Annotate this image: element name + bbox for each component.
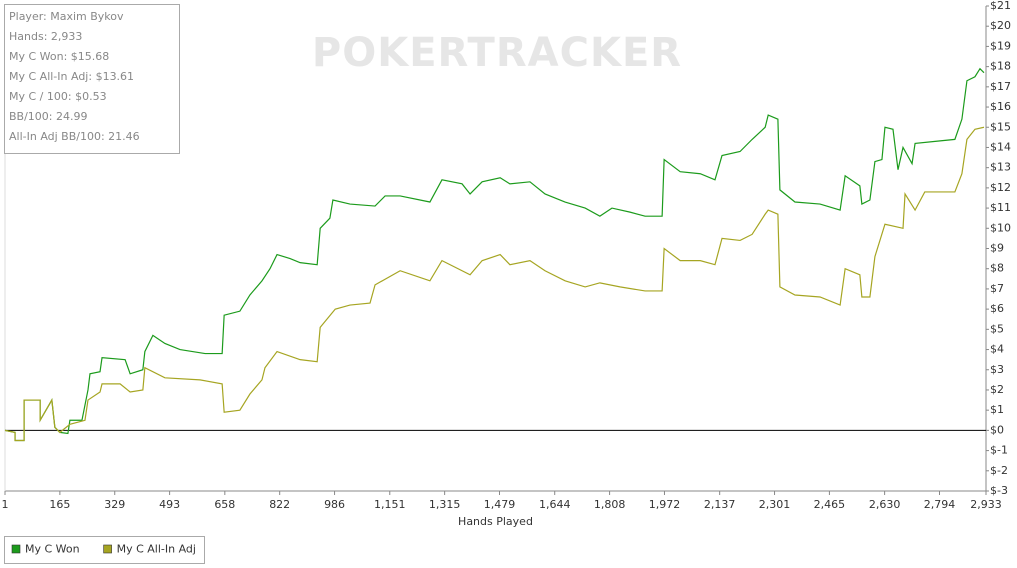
x-tick-label: 2,137 [704, 498, 736, 511]
series-line [4, 67, 985, 442]
info-line: BB/100: 24.99 [9, 110, 88, 123]
y-tick-label: $18 [990, 60, 1011, 73]
x-tick-label: 2,465 [814, 498, 846, 511]
legend-swatch [11, 544, 21, 554]
x-tick-label: 2,794 [924, 498, 956, 511]
y-tick-label: $5 [990, 322, 1004, 335]
info-line: My C / 100: $0.53 [9, 90, 107, 103]
info-line: My C All-In Adj: $13.61 [9, 70, 134, 83]
y-tick-label: $19 [990, 39, 1011, 52]
info-line: Hands: 2,933 [9, 30, 82, 43]
y-tick-label: $7 [990, 282, 1004, 295]
y-tick-label: $17 [990, 80, 1011, 93]
x-tick-label: 822 [269, 498, 290, 511]
x-tick-label: 658 [214, 498, 235, 511]
y-tick-label: $8 [990, 262, 1004, 275]
x-tick-label: 329 [104, 498, 125, 511]
y-tick-label: $3 [990, 363, 1004, 376]
info-box [4, 4, 180, 154]
y-tick-label: $6 [990, 302, 1004, 315]
y-tick-label: $12 [990, 181, 1011, 194]
y-tick-label: $0 [990, 423, 1004, 436]
series-line [4, 126, 985, 442]
x-tick-label: 2,301 [759, 498, 791, 511]
x-tick-label: 1,644 [539, 498, 571, 511]
x-tick-label: 1 [2, 498, 9, 511]
y-tick-label: $11 [990, 201, 1011, 214]
x-tick-label: 2,630 [869, 498, 901, 511]
x-tick-label: 493 [159, 498, 180, 511]
y-tick-label: $2 [990, 383, 1004, 396]
x-tick-label: 1,808 [594, 498, 626, 511]
y-tick-label: $1 [990, 403, 1004, 416]
y-tick-label: $14 [990, 140, 1011, 153]
y-tick-label: $15 [990, 120, 1011, 133]
info-line: All-In Adj BB/100: 21.46 [9, 130, 140, 143]
x-tick-label: 1,151 [374, 498, 406, 511]
y-tick-label: $21 [990, 0, 1011, 12]
legend-label: My C Won [25, 543, 80, 556]
y-tick-label: $-1 [990, 444, 1008, 457]
y-tick-label: $10 [990, 221, 1011, 234]
y-tick-label: $9 [990, 242, 1004, 255]
legend-label: My C All-In Adj [117, 543, 196, 556]
watermark: POKERTRACKER [312, 30, 682, 76]
x-tick-label: 2,933 [970, 498, 1002, 511]
x-tick-label: 1,972 [649, 498, 681, 511]
y-tick-label: $13 [990, 161, 1011, 174]
x-axis-label: Hands Played [458, 515, 533, 528]
x-tick-label: 1,479 [484, 498, 516, 511]
y-tick-label: $20 [990, 19, 1011, 32]
y-tick-label: $4 [990, 343, 1004, 356]
x-tick-label: 165 [49, 498, 70, 511]
y-tick-label: $-2 [990, 464, 1008, 477]
info-line: Player: Maxim Bykov [9, 10, 124, 23]
y-tick-label: $-3 [990, 484, 1008, 497]
x-tick-label: 986 [324, 498, 345, 511]
y-tick-label: $16 [990, 100, 1011, 113]
x-tick-label: 1,315 [429, 498, 461, 511]
legend-swatch [103, 544, 112, 554]
info-line: My C Won: $15.68 [9, 50, 109, 63]
